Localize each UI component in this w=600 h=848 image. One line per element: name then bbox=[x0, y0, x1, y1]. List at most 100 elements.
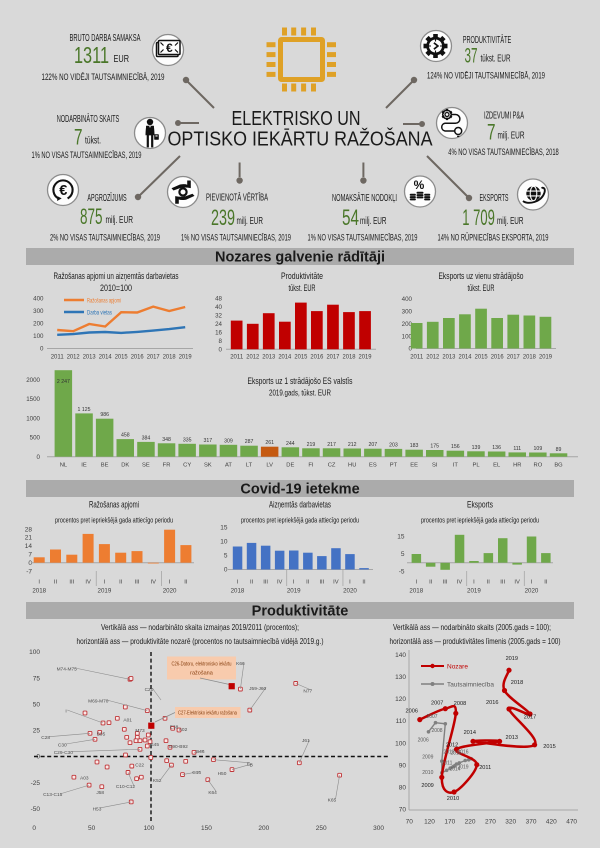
svg-text:procentos pret iepriekšējā gad: procentos pret iepriekšējā gada attiecīg… bbox=[55, 516, 173, 525]
svg-text:M73: M73 bbox=[135, 728, 145, 734]
svg-text:2012: 2012 bbox=[446, 743, 458, 749]
svg-text:2019: 2019 bbox=[467, 588, 481, 595]
svg-text:IV: IV bbox=[151, 580, 157, 586]
svg-text:1500: 1500 bbox=[26, 396, 40, 403]
svg-text:EL: EL bbox=[493, 463, 501, 469]
svg-text:1% NO VISAS TAUTSAIMNIECĪBAS,: 1% NO VISAS TAUTSAIMNIECĪBAS, 2019 bbox=[181, 233, 291, 244]
svg-text:48: 48 bbox=[215, 296, 222, 303]
svg-text:E38: E38 bbox=[170, 725, 179, 731]
svg-text:%: % bbox=[414, 178, 425, 192]
svg-text:G45: G45 bbox=[150, 742, 159, 748]
svg-text:14% NO RŪPNIECĪBAS EKSPORTA, 2: 14% NO RŪPNIECĪBAS EKSPORTA, 2019 bbox=[438, 233, 549, 244]
svg-text:2017: 2017 bbox=[147, 354, 160, 361]
svg-text:APGROZĪJUMS: APGROZĪJUMS bbox=[87, 192, 126, 204]
svg-text:100: 100 bbox=[395, 740, 406, 747]
svg-text:RO: RO bbox=[534, 463, 543, 469]
svg-text:M69-M70: M69-M70 bbox=[88, 699, 109, 705]
svg-text:III: III bbox=[319, 580, 324, 586]
svg-text:300: 300 bbox=[33, 308, 44, 315]
svg-text:Tautsaimniecība: Tautsaimniecība bbox=[447, 682, 494, 689]
svg-text:SE: SE bbox=[142, 463, 150, 469]
svg-text:80: 80 bbox=[399, 785, 407, 792]
svg-text:II: II bbox=[306, 580, 310, 586]
svg-text:BG: BG bbox=[554, 463, 563, 469]
svg-text:2018: 2018 bbox=[231, 588, 245, 595]
svg-text:1% NO VISAS TAUTSAIMNIECĪBAS,: 1% NO VISAS TAUTSAIMNIECĪBAS, 2019 bbox=[32, 150, 142, 161]
svg-text:400: 400 bbox=[33, 296, 44, 303]
svg-text:124% NO VIDĒJI TAUTSAIMNIECĪBĀ: 124% NO VIDĒJI TAUTSAIMNIECĪBĀ, 2019 bbox=[427, 71, 545, 82]
svg-text:III: III bbox=[135, 580, 140, 586]
svg-text:tūkst. EUR: tūkst. EUR bbox=[481, 54, 511, 65]
svg-text:C27-Elektrisko iekārtu ražošan: C27-Elektrisko iekārtu ražošana bbox=[178, 711, 238, 717]
svg-text:DK: DK bbox=[121, 463, 129, 469]
svg-text:170: 170 bbox=[444, 819, 455, 826]
svg-text:1000: 1000 bbox=[26, 415, 40, 422]
svg-text:FI: FI bbox=[308, 463, 314, 469]
svg-text:Vertikālā ass — nodarbināto sk: Vertikālā ass — nodarbināto skaits (2005… bbox=[393, 622, 551, 632]
svg-text:K66: K66 bbox=[236, 661, 245, 667]
svg-text:Produktivitāte: Produktivitāte bbox=[281, 271, 323, 282]
svg-text:7: 7 bbox=[28, 552, 32, 559]
svg-text:M74-M75: M74-M75 bbox=[57, 667, 78, 673]
svg-text:2008: 2008 bbox=[454, 701, 466, 707]
svg-text:2012: 2012 bbox=[67, 354, 80, 361]
svg-text:75: 75 bbox=[33, 675, 41, 682]
svg-text:I: I bbox=[237, 580, 239, 586]
svg-text:470: 470 bbox=[566, 819, 577, 826]
svg-text:0: 0 bbox=[32, 825, 36, 832]
svg-text:BRUTO DARBA SAMAKSA: BRUTO DARBA SAMAKSA bbox=[70, 33, 141, 44]
svg-text:SI: SI bbox=[432, 463, 438, 469]
svg-text:Vertikālā ass — nodarbināto sk: Vertikālā ass — nodarbināto skaita izmai… bbox=[101, 622, 299, 632]
svg-text:50: 50 bbox=[88, 825, 96, 832]
svg-text:2012: 2012 bbox=[246, 354, 259, 361]
svg-text:136: 136 bbox=[492, 445, 501, 451]
svg-text:IV: IV bbox=[457, 580, 463, 586]
svg-text:milj. EUR: milj. EUR bbox=[497, 216, 524, 227]
svg-text:Nozares galvenie rādītāji: Nozares galvenie rādītāji bbox=[215, 250, 385, 266]
svg-text:FR: FR bbox=[163, 463, 171, 469]
svg-text:54: 54 bbox=[342, 205, 359, 230]
svg-text:E: E bbox=[247, 761, 250, 767]
svg-text:16: 16 bbox=[215, 330, 222, 337]
svg-text:2015: 2015 bbox=[475, 354, 488, 361]
svg-text:90: 90 bbox=[399, 762, 407, 769]
svg-text:LT: LT bbox=[246, 463, 253, 469]
svg-text:B90-B92: B90-B92 bbox=[169, 744, 188, 750]
svg-text:2010: 2010 bbox=[422, 770, 433, 776]
svg-text:122% NO VIDĒJI TAUTSAIMNIECĪBĀ: 122% NO VIDĒJI TAUTSAIMNIECĪBĀ, 2019 bbox=[42, 72, 165, 83]
svg-text:HR: HR bbox=[513, 463, 521, 469]
svg-text:2018: 2018 bbox=[32, 588, 46, 595]
svg-text:219: 219 bbox=[307, 442, 316, 448]
svg-text:2015: 2015 bbox=[543, 744, 555, 750]
svg-text:A02: A02 bbox=[179, 727, 188, 733]
svg-text:89: 89 bbox=[556, 447, 562, 453]
svg-text:IZDEVUMI P&A: IZDEVUMI P&A bbox=[484, 111, 524, 122]
svg-text:875: 875 bbox=[80, 204, 103, 229]
svg-text:183: 183 bbox=[410, 443, 419, 449]
svg-text:A03: A03 bbox=[80, 775, 89, 781]
svg-text:2017: 2017 bbox=[507, 354, 520, 361]
svg-text:I: I bbox=[104, 580, 106, 586]
svg-text:309: 309 bbox=[224, 438, 233, 444]
svg-text:2018: 2018 bbox=[523, 354, 536, 361]
svg-text:Ražošanas apjomi: Ražošanas apjomi bbox=[87, 298, 121, 305]
svg-text:III: III bbox=[263, 580, 268, 586]
svg-text:1 125: 1 125 bbox=[78, 407, 91, 413]
svg-text:C13-C15: C13-C15 bbox=[43, 792, 63, 798]
svg-text:370: 370 bbox=[526, 819, 537, 826]
svg-text:DE: DE bbox=[286, 463, 294, 469]
svg-text:300: 300 bbox=[373, 825, 384, 832]
svg-text:G46: G46 bbox=[195, 749, 204, 755]
svg-text:0: 0 bbox=[40, 346, 44, 353]
svg-text:J59-J60: J59-J60 bbox=[249, 686, 266, 692]
svg-text:109: 109 bbox=[534, 446, 543, 452]
svg-text:320: 320 bbox=[505, 819, 516, 826]
svg-text:2011: 2011 bbox=[230, 354, 243, 361]
svg-text:2018: 2018 bbox=[409, 588, 423, 595]
svg-text:2011: 2011 bbox=[442, 761, 453, 767]
svg-text:100: 100 bbox=[33, 333, 44, 340]
svg-text:317: 317 bbox=[203, 438, 212, 444]
svg-text:287: 287 bbox=[245, 439, 254, 445]
svg-text:I: I bbox=[38, 580, 40, 586]
svg-text:8: 8 bbox=[219, 338, 223, 345]
